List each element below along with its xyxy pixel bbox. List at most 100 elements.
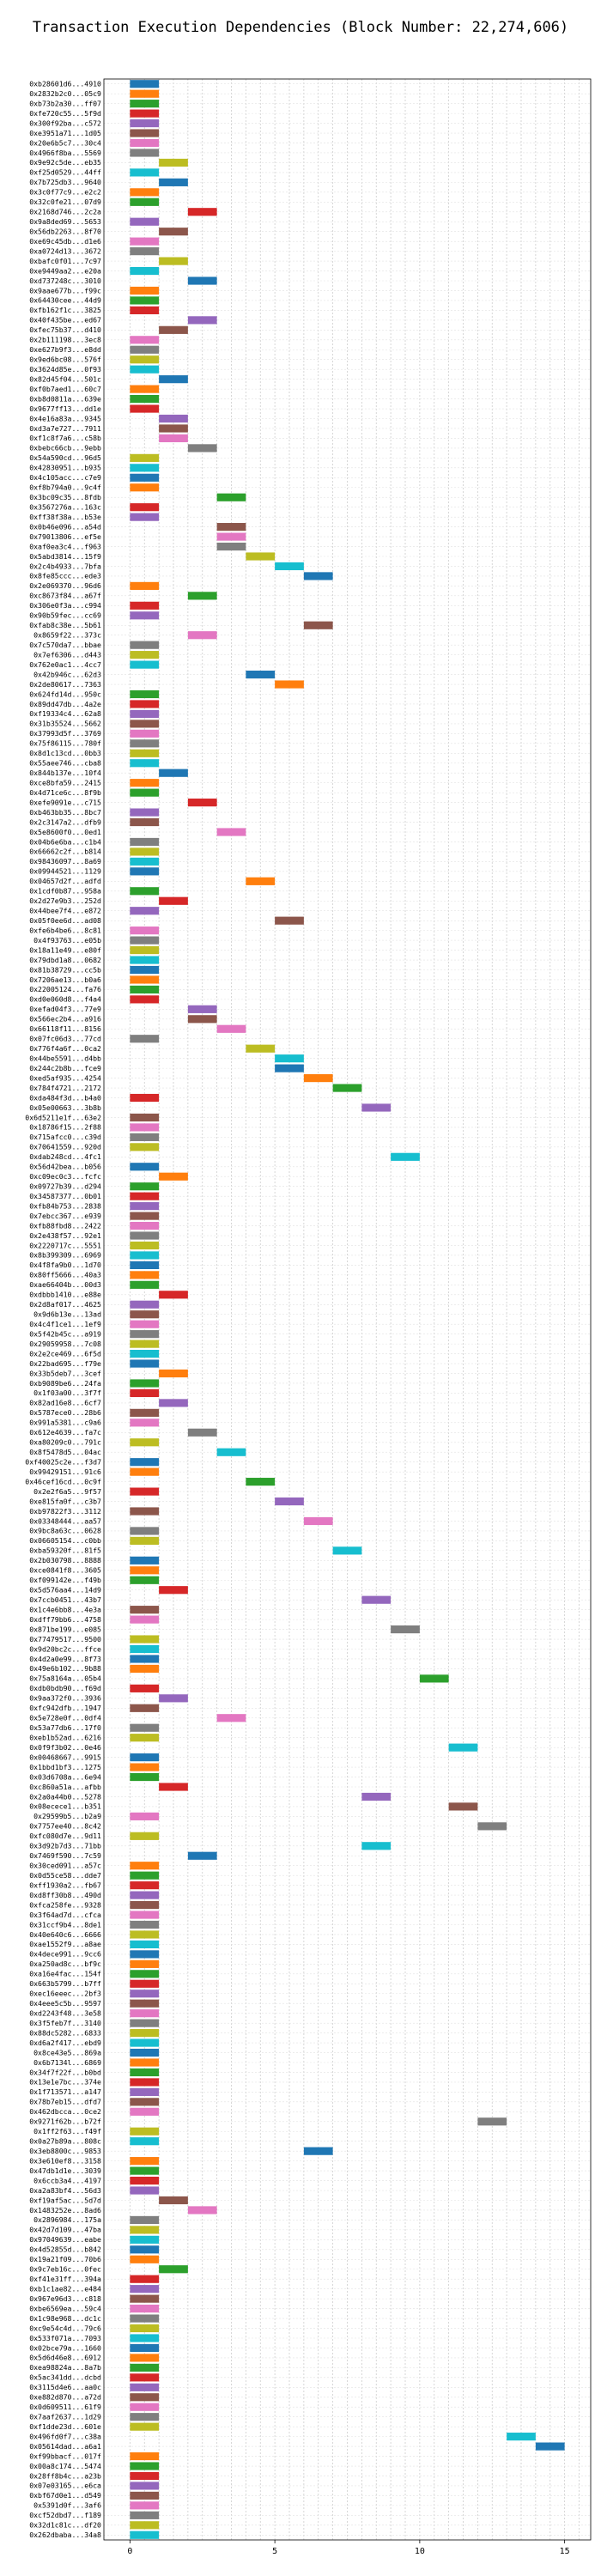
transaction-label: 0x9c7eb16c...0fec (29, 2265, 101, 2274)
transaction-bar (507, 2433, 536, 2441)
transaction-bar (130, 168, 160, 177)
transaction-bar (187, 444, 217, 453)
transaction-label: 0x99429151...91c6 (29, 1467, 101, 1476)
transaction-label: 0xa80209c0...791c (29, 1438, 101, 1447)
transaction-bar (361, 1842, 392, 1850)
transaction-label: 0x34f7f22f...b0bd (29, 2068, 101, 2076)
transaction-bar (130, 80, 160, 88)
transaction-bar (130, 2186, 160, 2195)
transaction-label: 0x0f9f3b02...0e46 (29, 1743, 101, 1752)
transaction-label: 0xf41e31ff...394a (29, 2275, 101, 2283)
transaction-label: 0x20e6b5c7...30c4 (29, 138, 101, 147)
transaction-bar (130, 1862, 160, 1870)
transaction-label: 0x56db2263...8f70 (29, 227, 101, 235)
transaction-label: 0x1c98e968...dc1c (29, 2314, 101, 2323)
transaction-bar (130, 2019, 160, 2027)
transaction-bar (130, 2078, 160, 2087)
transaction-bar (130, 2087, 160, 2096)
transaction-label: 0x2de80617...7363 (29, 680, 101, 689)
transaction-label: 0xea98824a...8a7b (29, 2363, 101, 2372)
transaction-label: 0xdff79bb6...4758 (29, 1615, 101, 1624)
plot-frame (103, 78, 592, 2541)
transaction-label: 0x2832b2c0...05c9 (29, 89, 101, 98)
transaction-bar (130, 611, 160, 620)
transaction-label: 0xec16eeec...2bf3 (29, 1990, 101, 1998)
transaction-bar (130, 867, 160, 876)
transaction-label: 0x42830951...b935 (29, 464, 101, 472)
transaction-label: 0x40e640c6...6666 (29, 1930, 101, 1939)
transaction-label: 0x991a5381...c9a6 (29, 1419, 101, 1427)
transaction-bar (275, 562, 304, 571)
transaction-bar (477, 2117, 507, 2126)
transaction-label: 0x40f435be...ed67 (29, 316, 101, 325)
transaction-bar (130, 1615, 160, 1624)
transaction-bar (361, 1792, 392, 1801)
transaction-label: 0x0b46e096...a54d (29, 522, 101, 531)
transaction-bar (130, 129, 160, 137)
transaction-label: 0xfca258fe...9328 (29, 1900, 101, 1909)
transaction-bar (130, 1438, 160, 1447)
transaction-bar (130, 1458, 160, 1467)
transaction-bar (130, 1310, 160, 1319)
transaction-label: 0xfb162f1c...3825 (29, 306, 101, 314)
transaction-label: 0x0d55ce58...dde7 (29, 1871, 101, 1880)
transaction-bar (187, 1015, 217, 1024)
transaction-bar (130, 2511, 160, 2519)
transaction-bar (130, 1999, 160, 2008)
transaction-bar (159, 2196, 188, 2205)
transaction-label: 0x07e03165...e6ca (29, 2482, 101, 2490)
transaction-label: 0x37993d5f...3769 (29, 729, 101, 738)
transaction-bar (216, 532, 246, 541)
transaction-bar (130, 109, 160, 118)
transaction-label: 0x55aee746...cba8 (29, 759, 101, 768)
transaction-bar (159, 1291, 188, 1299)
transaction-bar (391, 1152, 420, 1161)
transaction-bar (130, 1182, 160, 1191)
transaction-label: 0x2896984...175a (33, 2215, 101, 2224)
transaction-label: 0x3c0f77c9...e2c2 (29, 188, 101, 197)
transaction-bar (130, 1950, 160, 1959)
transaction-bar (303, 1074, 333, 1083)
transaction-bar (130, 1990, 160, 1998)
transaction-label: 0xa250ad8c...bf9c (29, 1959, 101, 1968)
transaction-bar (130, 306, 160, 314)
transaction-bar (130, 1920, 160, 1929)
transaction-label: 0x34587377...0b01 (29, 1192, 101, 1200)
transaction-label: 0x89dd47db...4a2e (29, 700, 101, 708)
transaction-label: 0x8f5478d5...04ac (29, 1448, 101, 1456)
transaction-bar (130, 1881, 160, 1890)
transaction-label: 0x4d52855d...b842 (29, 2245, 101, 2254)
transaction-bar (130, 601, 160, 610)
transaction-label: 0x75f86115...780f (29, 739, 101, 748)
transaction-bar (391, 1625, 420, 1634)
transaction-label: 0x6ccb3a4...4197 (33, 2176, 101, 2184)
transaction-bar (130, 197, 160, 206)
transaction-bar (130, 1655, 160, 1663)
transaction-bar (130, 956, 160, 964)
transaction-label: 0x5e8600f0...0ed1 (29, 828, 101, 836)
transaction-label: 0x32d1c81c...df20 (29, 2521, 101, 2530)
transaction-label: 0x79dbd1a8...0682 (29, 956, 101, 964)
transaction-label: 0x54a590cd...96d5 (29, 453, 101, 462)
transaction-label: 0x28ff8b4c...a23b (29, 2471, 101, 2480)
transaction-bar (187, 1851, 217, 1860)
transaction-label: 0xdab248cd...4fc1 (29, 1152, 101, 1161)
transaction-bar (130, 2255, 160, 2263)
transaction-label: 0x5391d0f...3af6 (33, 2501, 101, 2510)
transaction-bar (130, 1212, 160, 1220)
transaction-label: 0x1cdf0b87...958a (29, 887, 101, 896)
transaction-bar (130, 336, 160, 344)
transaction-label: 0x4eee5c5b...9597 (29, 1999, 101, 2008)
transaction-label: 0x05614dad...a6a1 (29, 2442, 101, 2451)
transaction-label: 0xf0b7aed1...60c7 (29, 385, 101, 393)
transaction-label: 0x5d576aa4...14d9 (29, 1586, 101, 1595)
transaction-label: 0xb28601d6...4910 (29, 80, 101, 88)
transaction-bar (130, 739, 160, 748)
transaction-bar (130, 2501, 160, 2510)
transaction-bar (130, 1812, 160, 1820)
transaction-label: 0x9ed6bc08...576f (29, 355, 101, 364)
transaction-label: 0x4f8fa9b0...1d70 (29, 1261, 101, 1269)
transaction-label: 0x3567276a...163c (29, 502, 101, 511)
transaction-bar (130, 1507, 160, 1516)
transaction-bar (130, 1143, 160, 1151)
